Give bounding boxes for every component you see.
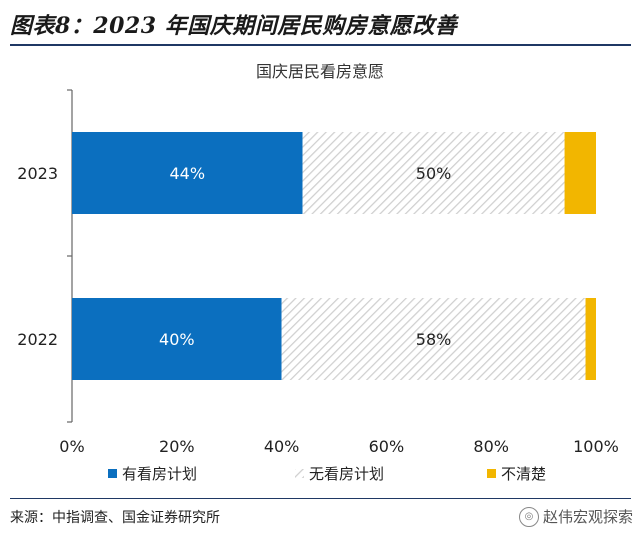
x-tick-label: 60% — [369, 437, 405, 456]
bar-segment — [585, 298, 596, 380]
legend-label: 无看房计划 — [309, 465, 384, 483]
wechat-icon: ◎ — [518, 506, 539, 527]
category-label: 2023 — [17, 164, 58, 183]
x-tick-label: 80% — [473, 437, 509, 456]
legend-label: 有看房计划 — [122, 465, 197, 483]
legend-swatch — [108, 469, 117, 478]
x-tick-label: 40% — [264, 437, 300, 456]
bar-segment — [302, 132, 565, 214]
x-tick-label: 20% — [159, 437, 195, 456]
bar-segment — [281, 298, 586, 380]
category-label: 2022 — [17, 330, 58, 349]
stacked-bar-chart: 国庆居民看房意愿 44% 50% 2023 40% 58% 2022 0% 20% 40% 60% 8… — [17, 62, 619, 483]
data-label: 50% — [416, 164, 452, 183]
legend-swatch — [487, 469, 496, 478]
figure-title: 图表8：2023 年国庆期间居民购房意愿改善 — [10, 13, 458, 39]
data-label: 40% — [159, 330, 195, 349]
watermark: ◎ 赵伟宏观探索 — [518, 506, 633, 527]
bar-segment — [564, 132, 596, 214]
watermark-text: 赵伟宏观探索 — [542, 508, 633, 526]
legend-swatch — [295, 469, 304, 478]
legend-label: 不清楚 — [501, 465, 546, 483]
chart-title: 国庆居民看房意愿 — [256, 62, 384, 81]
figure-footer: 来源：中指调查、国金证券研究所 — [10, 498, 631, 535]
source-note: 来源：中指调查、国金证券研究所 — [10, 510, 220, 526]
x-tick-label: 100% — [573, 437, 619, 456]
data-label: 44% — [169, 164, 205, 183]
bar-segment — [72, 132, 303, 214]
bar-segment — [72, 298, 282, 380]
figure-header: 图表8：2023 年国庆期间居民购房意愿改善 — [10, 4, 631, 46]
chart-container: 国庆居民看房意愿 44% 50% 2023 40% 58% 2022 0% 20% 40% 60% 8… — [0, 50, 641, 495]
x-tick-label: 0% — [59, 437, 84, 456]
data-label: 58% — [416, 330, 452, 349]
